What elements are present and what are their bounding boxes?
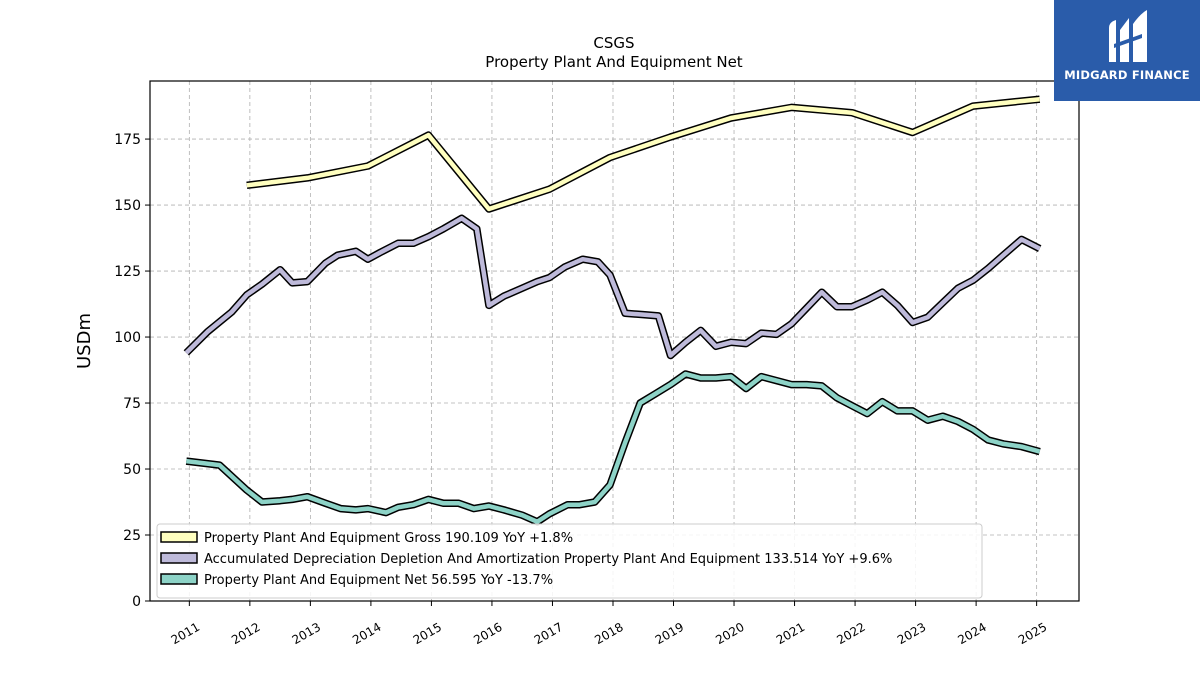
x-tick-label: 2012 [229,620,262,647]
y-tick-label: 150 [114,198,141,214]
plot-area [149,80,1080,602]
legend: Property Plant And Equipment Gross 190.1… [156,523,983,599]
series-line [184,216,1041,358]
x-tick-label: 2013 [290,620,323,647]
y-tick-label: 125 [114,264,141,280]
chart-subtitle: Property Plant And Equipment Net [485,53,742,71]
legend-box [156,523,983,599]
midgard-finance-logo-icon [1109,10,1147,62]
y-tick-label: 25 [123,528,141,544]
legend-label: Property Plant And Equipment Net 56.595 … [204,573,553,588]
x-tick-label: 2018 [592,620,625,647]
chart-title: CSGS [593,34,634,52]
x-tick-label: 2015 [411,620,444,647]
x-tick-label: 2011 [169,620,202,647]
y-tick-label: 175 [114,132,141,148]
x-tick-label: 2025 [1016,620,1049,647]
y-tick-label: 0 [132,594,141,610]
legend-label: Property Plant And Equipment Gross 190.1… [204,531,573,546]
x-tick-label: 2014 [350,620,383,647]
y-tick-label: 50 [123,462,141,478]
series-lines [183,95,1042,526]
y-tick-label: 75 [123,396,141,412]
legend-swatch [160,552,198,564]
legend-swatch [160,531,198,543]
grid-lines [150,81,1079,602]
x-tick-label: 2022 [834,620,867,647]
x-tick-label: 2016 [471,620,504,647]
x-tick-label: 2024 [955,620,988,647]
brand-logo: MIDGARD FINANCE [1054,0,1200,101]
x-tick-label: 2019 [653,620,686,647]
legend-label: Accumulated Depreciation Depletion And A… [204,552,892,567]
x-tick-label: 2017 [532,620,565,647]
x-tick-label: 2021 [774,620,807,647]
y-axis-label: USDm [74,313,95,369]
series-line [186,371,1041,525]
x-tick-label: 2020 [713,620,746,647]
legend-swatch [160,573,198,585]
x-tick-label: 2023 [895,620,928,647]
y-tick-label: 100 [114,330,141,346]
series-line-outline [246,95,1041,213]
brand-name: MIDGARD FINANCE [1064,68,1190,82]
series-line [246,96,1040,212]
